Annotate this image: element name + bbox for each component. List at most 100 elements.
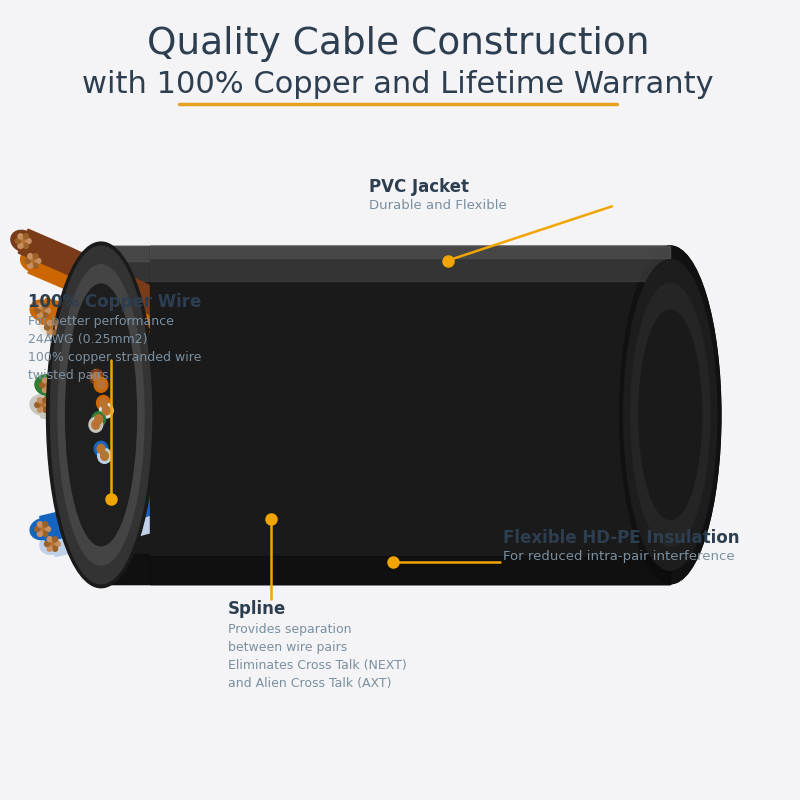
Ellipse shape — [33, 254, 38, 258]
Ellipse shape — [92, 420, 100, 429]
Polygon shape — [208, 363, 258, 406]
Polygon shape — [46, 372, 90, 404]
Ellipse shape — [620, 246, 721, 584]
Text: Durable and Flexible: Durable and Flexible — [369, 199, 506, 213]
Ellipse shape — [48, 378, 53, 383]
Ellipse shape — [66, 284, 137, 546]
Ellipse shape — [89, 418, 102, 432]
Ellipse shape — [55, 542, 60, 546]
Ellipse shape — [154, 487, 178, 508]
Ellipse shape — [34, 402, 40, 407]
Ellipse shape — [46, 308, 50, 313]
Polygon shape — [91, 511, 138, 546]
Ellipse shape — [163, 502, 188, 523]
Ellipse shape — [211, 375, 236, 397]
Ellipse shape — [38, 407, 42, 412]
Ellipse shape — [15, 238, 20, 244]
Ellipse shape — [21, 250, 46, 272]
Polygon shape — [72, 405, 247, 426]
Ellipse shape — [620, 246, 721, 584]
Ellipse shape — [97, 380, 105, 390]
Text: For reduced intra-pair interference: For reduced intra-pair interference — [503, 550, 734, 563]
Ellipse shape — [48, 387, 53, 393]
Ellipse shape — [106, 406, 131, 426]
Ellipse shape — [152, 394, 178, 415]
Polygon shape — [86, 378, 129, 410]
Polygon shape — [125, 385, 167, 418]
Ellipse shape — [39, 526, 46, 533]
Ellipse shape — [53, 330, 58, 335]
Ellipse shape — [97, 395, 110, 410]
Polygon shape — [101, 246, 670, 261]
Text: with 100% Copper and Lifetime Warranty: with 100% Copper and Lifetime Warranty — [82, 70, 714, 98]
Ellipse shape — [38, 303, 42, 308]
Ellipse shape — [55, 256, 146, 574]
Ellipse shape — [138, 289, 162, 311]
Ellipse shape — [202, 490, 226, 512]
Ellipse shape — [99, 398, 107, 407]
Polygon shape — [169, 343, 219, 386]
Ellipse shape — [30, 394, 55, 415]
Text: Spline: Spline — [227, 601, 286, 618]
Ellipse shape — [130, 342, 154, 364]
Ellipse shape — [11, 230, 35, 252]
Ellipse shape — [230, 464, 254, 485]
Polygon shape — [162, 474, 208, 510]
Ellipse shape — [123, 513, 148, 534]
Polygon shape — [132, 500, 179, 536]
Ellipse shape — [189, 328, 214, 350]
Ellipse shape — [38, 398, 42, 402]
Ellipse shape — [143, 410, 169, 431]
Ellipse shape — [250, 394, 274, 416]
Polygon shape — [50, 522, 98, 557]
Ellipse shape — [82, 523, 107, 544]
Ellipse shape — [225, 410, 250, 430]
Ellipse shape — [624, 259, 717, 570]
Polygon shape — [218, 374, 267, 417]
Ellipse shape — [58, 265, 144, 565]
Polygon shape — [138, 341, 188, 381]
Polygon shape — [237, 414, 260, 525]
Ellipse shape — [19, 238, 27, 245]
Ellipse shape — [63, 278, 139, 552]
Polygon shape — [247, 406, 422, 424]
Polygon shape — [39, 298, 92, 336]
Polygon shape — [195, 327, 248, 372]
Polygon shape — [172, 489, 218, 525]
Ellipse shape — [25, 258, 30, 263]
Ellipse shape — [189, 402, 214, 422]
Polygon shape — [150, 246, 670, 281]
Polygon shape — [127, 326, 178, 367]
Ellipse shape — [36, 258, 41, 263]
Ellipse shape — [43, 531, 48, 537]
Ellipse shape — [46, 526, 50, 532]
Ellipse shape — [40, 382, 45, 388]
Polygon shape — [162, 392, 204, 425]
Polygon shape — [144, 289, 197, 334]
Ellipse shape — [34, 526, 40, 532]
Ellipse shape — [46, 242, 155, 588]
Ellipse shape — [34, 308, 40, 313]
Ellipse shape — [639, 310, 702, 519]
Polygon shape — [224, 295, 258, 417]
Ellipse shape — [76, 313, 101, 334]
Polygon shape — [94, 327, 146, 366]
Polygon shape — [102, 268, 155, 312]
Polygon shape — [154, 408, 194, 438]
Polygon shape — [40, 506, 88, 542]
Ellipse shape — [624, 259, 717, 570]
Ellipse shape — [33, 263, 38, 268]
Ellipse shape — [72, 509, 98, 530]
Polygon shape — [238, 325, 278, 418]
Ellipse shape — [98, 449, 111, 463]
Polygon shape — [84, 311, 136, 350]
Ellipse shape — [38, 531, 42, 537]
Polygon shape — [190, 413, 229, 442]
Ellipse shape — [38, 313, 42, 318]
Ellipse shape — [114, 387, 139, 408]
Polygon shape — [28, 249, 81, 291]
Polygon shape — [113, 286, 165, 330]
Ellipse shape — [96, 268, 120, 290]
Ellipse shape — [240, 384, 264, 406]
Ellipse shape — [49, 324, 56, 331]
